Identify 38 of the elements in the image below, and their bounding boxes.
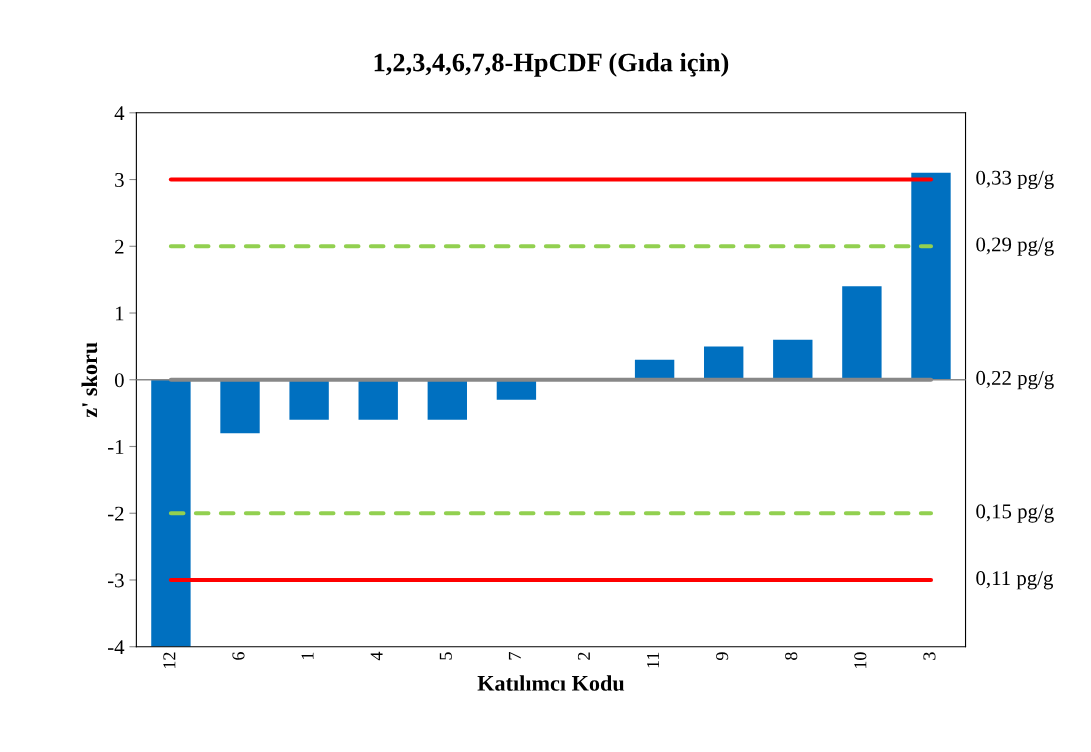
y-axis-title: z' skoru: [81, 342, 98, 418]
ref-line-label: 0,15 pg/g: [976, 504, 1054, 523]
x-axis-title: Katılımcı Kodu: [477, 675, 625, 691]
ref-line-label: 0,22 pg/g: [976, 370, 1054, 390]
x-tick-label: 10: [854, 652, 867, 669]
y-tick-label: -4: [107, 640, 125, 654]
bar: [289, 379, 329, 420]
y-tick-label: 2: [115, 239, 124, 254]
x-tick-label: 9: [716, 652, 729, 661]
ref-line-label: 0,11 pg/g: [976, 571, 1054, 590]
ref-line-label: 0,33 pg/g: [976, 170, 1054, 189]
x-tick-label: 12: [163, 652, 176, 669]
x-tick-label: 2: [577, 652, 590, 660]
bar: [427, 379, 467, 420]
bar: [358, 379, 398, 420]
bar: [773, 339, 813, 380]
bar: [842, 286, 882, 380]
y-tick-label: -3: [107, 573, 124, 588]
y-tick-label: 4: [114, 106, 125, 121]
y-tick-label: 0: [114, 373, 124, 388]
x-tick-label: 4: [370, 651, 383, 661]
bar: [151, 379, 191, 647]
bar: [220, 379, 260, 434]
x-tick-label: 1: [301, 652, 314, 660]
ref-line-label: 0,29 pg/g: [976, 237, 1054, 256]
x-tick-label: 3: [923, 652, 936, 660]
x-tick-label: 7: [508, 652, 521, 660]
x-tick-label: 5: [439, 652, 452, 660]
y-tick-label: 3: [115, 172, 124, 187]
x-tick-label: 11: [647, 652, 659, 668]
y-tick-label: -1: [107, 439, 124, 454]
y-tick-label: 1: [115, 306, 124, 321]
bar: [704, 346, 744, 380]
x-tick-label: 8: [785, 652, 798, 660]
x-tick-label: 6: [232, 652, 245, 660]
bar: [911, 172, 951, 380]
chart-title: 1,2,3,4,6,7,8-HpCDF (Gıda için): [374, 52, 729, 77]
y-tick-label: -2: [107, 506, 124, 521]
